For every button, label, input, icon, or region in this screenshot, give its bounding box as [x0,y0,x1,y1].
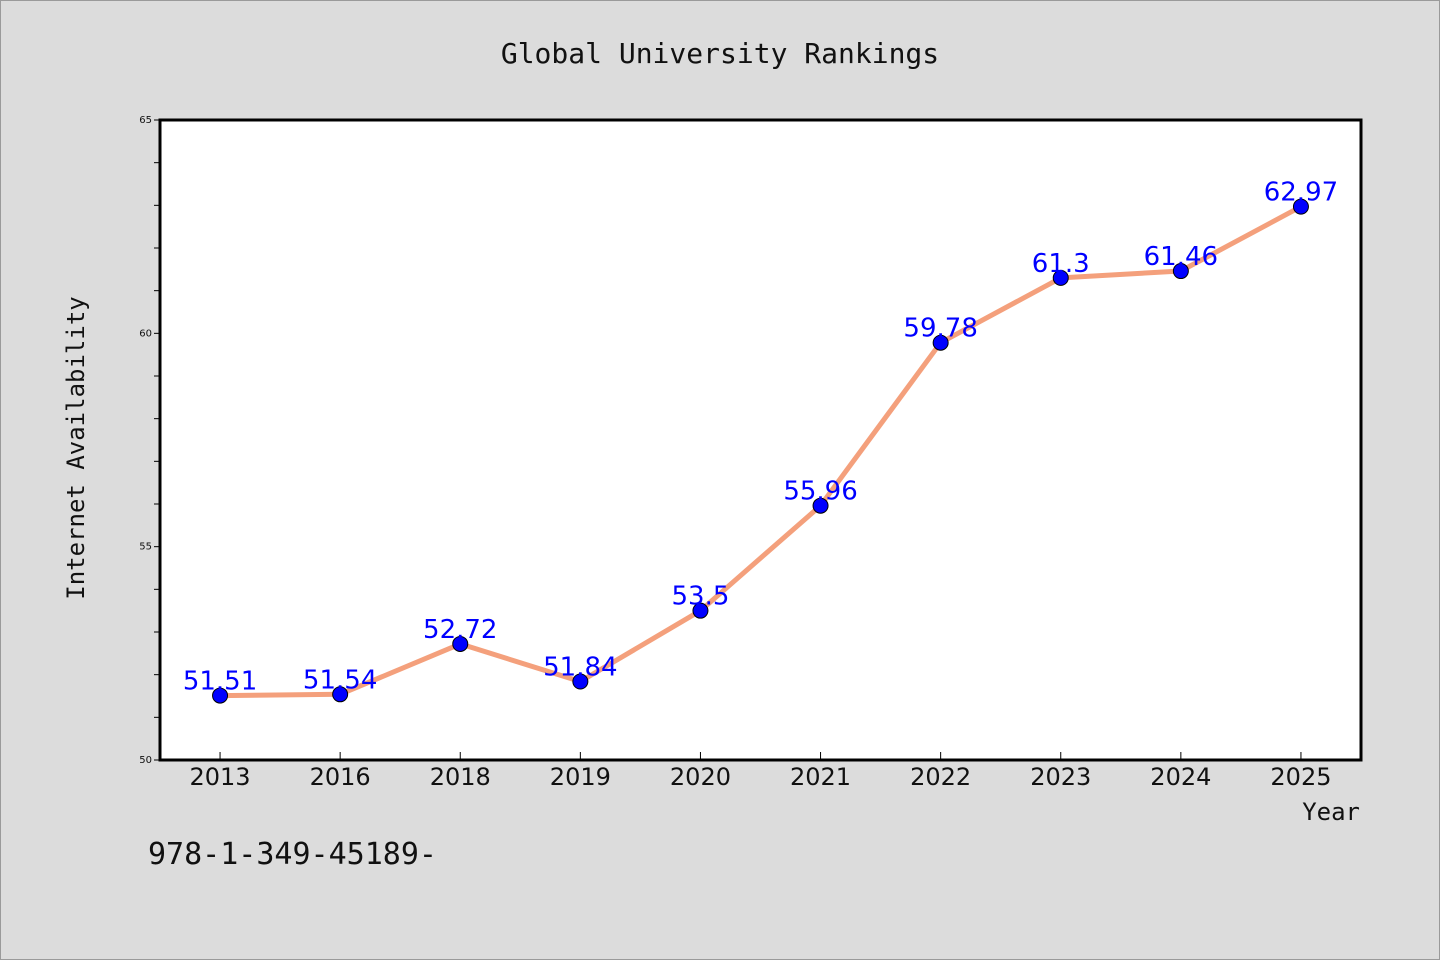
data-point [1172,263,1189,280]
plot-area [158,118,1363,762]
x-axis-label: Year [1302,798,1360,826]
data-point [212,687,229,704]
x-axis-tick-labels: 2013 2016 2018 2019 2020 2021 2022 2023 2024 2025 [190,763,1332,791]
data-point [572,673,589,690]
x-tick-label: 2020 [670,763,731,791]
series-line [217,204,1304,699]
data-label: 61.3 [1032,249,1090,279]
data-point [452,635,469,652]
data-point [932,334,949,351]
series-markers [212,198,1309,704]
y-tick-label: 65 [139,115,152,126]
x-tick-label: 2024 [1150,763,1211,791]
y-axis-label: Internet Availability [62,296,90,599]
data-label: 53.5 [672,582,730,612]
data-label: 51.54 [303,665,377,695]
data-point [812,497,829,514]
data-label: 52.72 [423,615,497,645]
x-tick-label: 2021 [790,763,851,791]
footnote-text: 978-1-349-45189- [148,837,437,872]
data-label: 51.84 [543,652,617,682]
x-axis-ticks [219,752,1302,760]
x-tick-label: 2018 [430,763,491,791]
x-tick-label: 2019 [550,763,611,791]
y-axis-tick-labels: 50 55 60 65 [139,115,152,766]
data-point [332,686,349,703]
data-label: 55.96 [783,477,857,507]
data-point [1052,269,1069,286]
data-labels: 51.51 51.54 52.72 51.84 53.5 55.96 59.78 61.3 61… [183,178,1338,697]
data-label: 62.97 [1264,178,1338,208]
data-label: 59.78 [903,314,977,344]
x-tick-label: 2013 [190,763,251,791]
data-label: 61.46 [1144,242,1218,272]
y-tick-label: 50 [139,755,152,766]
data-point [1292,198,1309,215]
y-axis-ticks [154,119,160,761]
data-point [692,602,709,619]
x-tick-label: 2025 [1270,763,1331,791]
x-tick-label: 2022 [910,763,971,791]
x-tick-label: 2023 [1030,763,1091,791]
y-tick-label: 60 [139,328,152,339]
x-tick-label: 2016 [310,763,371,791]
data-label: 51.51 [183,667,257,697]
chart-title: Global University Rankings [501,37,939,70]
y-tick-label: 55 [139,542,152,553]
